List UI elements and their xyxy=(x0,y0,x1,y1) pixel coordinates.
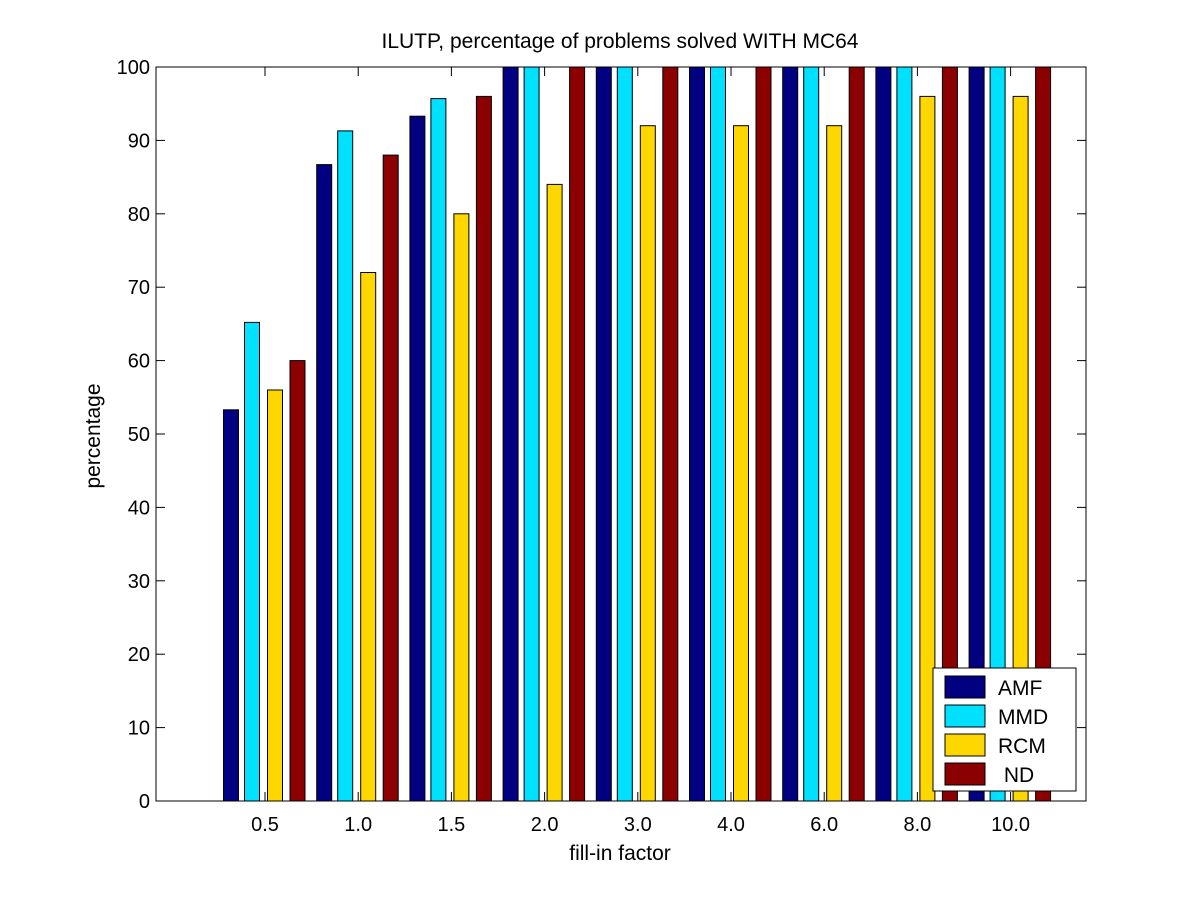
y-tick-label-30: 30 xyxy=(128,571,150,593)
x-tick-label-2.0: 2.0 xyxy=(531,814,559,836)
x-axis-label: fill-in factor xyxy=(569,842,671,865)
legend-label-amf: AMF xyxy=(998,677,1042,700)
bar-mmd-0.5 xyxy=(244,321,260,802)
bar-mmd-4.0 xyxy=(710,66,726,802)
y-tick-label-70: 70 xyxy=(128,277,150,299)
legend-label-nd: ND xyxy=(998,764,1034,787)
bar-amf-4.0 xyxy=(689,66,705,802)
y-tick-label-60: 60 xyxy=(128,351,150,373)
bar-rcm-6.0 xyxy=(826,125,843,802)
x-tick-label-8.0: 8.0 xyxy=(903,814,931,836)
bar-mmd-8.0 xyxy=(896,66,913,802)
x-tick-label-1.5: 1.5 xyxy=(437,814,465,836)
y-tick-label-20: 20 xyxy=(128,644,150,666)
chart-title: ILUTP, percentage of problems solved WIT… xyxy=(382,30,859,53)
bar-nd-6.0 xyxy=(848,66,865,802)
y-tick-label-90: 90 xyxy=(128,130,150,152)
bar-rcm-2.0 xyxy=(546,183,563,802)
bar-mmd-6.0 xyxy=(803,66,820,802)
bar-amf-8.0 xyxy=(875,66,892,802)
bar-rcm-4.0 xyxy=(733,125,749,802)
axis-ticks: 0 10 20 30 40 50 60 70 80 90 100 0.5 1.0 1.5 2.0 3.0 4.0… xyxy=(117,57,1086,836)
y-tick-label-80: 80 xyxy=(128,204,150,226)
legend-label-rcm: RCM xyxy=(998,735,1046,758)
bar-amf-6.0 xyxy=(782,66,799,802)
legend-swatch-mmd xyxy=(944,704,986,728)
x-tick-label-10.0: 10.0 xyxy=(991,814,1030,836)
bar-rcm-0.5 xyxy=(267,389,283,802)
bar-mmd-3.0 xyxy=(616,66,633,802)
bar-rcm-3.0 xyxy=(639,125,656,802)
bar-nd-0.5 xyxy=(289,360,306,802)
legend-swatch-amf xyxy=(944,675,986,699)
bar-amf-2.0 xyxy=(502,66,519,802)
legend-label-mmd: MMD xyxy=(998,706,1048,729)
x-tick-label-0.5: 0.5 xyxy=(251,814,279,836)
bar-amf-0.5 xyxy=(223,409,239,802)
bar-mmd-2.0 xyxy=(523,66,540,802)
x-tick-label-6.0: 6.0 xyxy=(810,814,838,836)
legend: AMF MMD RCM ND xyxy=(932,667,1077,792)
bar-nd-1.5 xyxy=(475,95,492,802)
x-tick-label-1.0: 1.0 xyxy=(344,814,372,836)
bar-rcm-1.5 xyxy=(453,213,470,802)
bars-layer xyxy=(223,66,1052,802)
bar-amf-3.0 xyxy=(595,66,612,802)
y-tick-label-10: 10 xyxy=(128,718,150,740)
y-tick-label-100: 100 xyxy=(117,57,150,79)
x-tick-label-4.0: 4.0 xyxy=(717,814,745,836)
x-tick-label-3.0: 3.0 xyxy=(624,814,652,836)
bar-nd-2.0 xyxy=(569,66,586,802)
y-tick-label-40: 40 xyxy=(128,497,150,519)
y-tick-label-50: 50 xyxy=(128,424,150,446)
y-axis-label: percentage xyxy=(82,383,105,488)
legend-swatch-nd xyxy=(944,762,986,786)
bar-amf-1.5 xyxy=(409,115,426,802)
y-tick-label-0: 0 xyxy=(139,791,150,813)
legend-swatch-rcm xyxy=(944,733,986,757)
bar-rcm-1.0 xyxy=(360,272,377,802)
bar-mmd-1.5 xyxy=(430,98,447,802)
bar-nd-1.0 xyxy=(382,154,399,802)
bar-amf-1.0 xyxy=(316,164,333,802)
bar-mmd-1.0 xyxy=(337,130,354,802)
bar-nd-4.0 xyxy=(755,66,772,802)
bar-nd-3.0 xyxy=(662,66,679,802)
